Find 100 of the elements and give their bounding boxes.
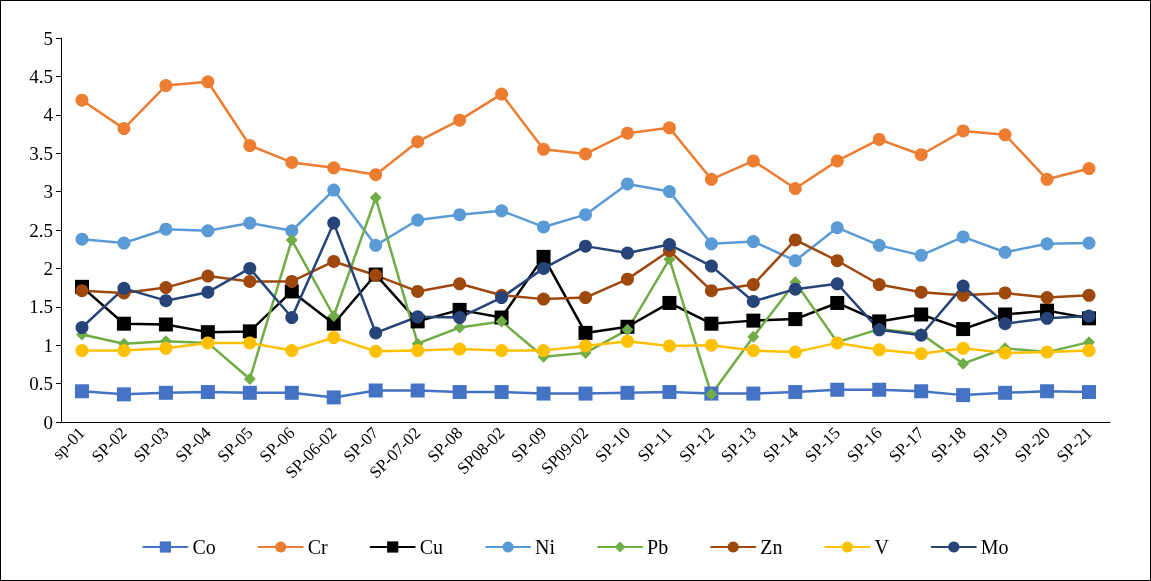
point [537, 142, 551, 156]
point [327, 216, 341, 230]
y-tick-label: 0 [43, 411, 53, 433]
point [998, 128, 1012, 142]
point [956, 322, 971, 337]
point [537, 261, 551, 275]
point [537, 220, 551, 234]
point [285, 233, 298, 246]
point [1040, 291, 1054, 305]
point [579, 339, 592, 353]
point [998, 317, 1012, 331]
point [914, 248, 928, 262]
point [453, 208, 467, 222]
point [242, 324, 257, 339]
point [411, 135, 425, 149]
point [411, 284, 425, 298]
point [495, 315, 508, 328]
point [956, 388, 971, 403]
point [1040, 384, 1055, 399]
point [159, 281, 173, 295]
point [537, 344, 551, 358]
point [1082, 236, 1096, 250]
point [872, 343, 886, 357]
point [914, 307, 929, 322]
point [201, 224, 215, 238]
point [620, 334, 634, 348]
point [159, 222, 173, 236]
point [453, 342, 467, 356]
y-tick-label: 3 [43, 181, 53, 203]
y-tick-label: 0.5 [29, 373, 53, 395]
point [453, 311, 467, 325]
point [201, 285, 215, 299]
point [788, 385, 803, 400]
legend-label: V [874, 536, 890, 558]
y-tick-label: 1.5 [29, 296, 53, 318]
point [369, 344, 383, 358]
point [704, 284, 718, 298]
point [116, 316, 131, 331]
point [243, 274, 257, 288]
point [704, 237, 718, 251]
point [284, 385, 299, 400]
point [158, 385, 173, 400]
point [159, 341, 173, 355]
point [75, 232, 89, 246]
point [620, 272, 634, 286]
point [242, 385, 257, 400]
point [788, 282, 802, 296]
point [453, 277, 467, 291]
point [662, 385, 677, 400]
point [914, 347, 928, 361]
point [998, 385, 1013, 400]
point [243, 372, 256, 385]
point [579, 239, 592, 253]
point [1082, 288, 1096, 302]
point [537, 292, 551, 306]
point [662, 121, 676, 135]
point [75, 321, 89, 335]
point [285, 344, 299, 358]
point [914, 384, 929, 399]
point [369, 326, 383, 340]
point [620, 246, 634, 260]
point [704, 338, 718, 352]
point [201, 75, 215, 89]
point [788, 254, 802, 268]
point [285, 274, 299, 288]
point [411, 344, 425, 358]
point [914, 148, 928, 162]
point [495, 204, 509, 218]
point [788, 233, 802, 247]
point [579, 147, 592, 161]
point [1082, 385, 1097, 400]
point [830, 221, 844, 235]
point [704, 259, 718, 273]
legend-label: Zn [760, 536, 783, 558]
point [578, 386, 593, 401]
point [830, 277, 844, 291]
point [746, 235, 760, 249]
y-tick-label: 4 [43, 104, 54, 126]
point [117, 236, 131, 250]
point [830, 254, 844, 268]
point [285, 311, 299, 325]
point [116, 387, 131, 402]
point [746, 294, 760, 308]
point [200, 385, 215, 400]
point [746, 313, 761, 328]
point [956, 341, 970, 355]
point [747, 330, 760, 343]
y-tick-label: 3.5 [29, 142, 53, 164]
y-tick-label: 2 [43, 257, 53, 279]
point [411, 213, 425, 227]
point [872, 238, 886, 252]
point [579, 208, 592, 222]
point [452, 385, 467, 400]
point [326, 390, 341, 405]
point [327, 254, 341, 268]
point [243, 216, 257, 230]
point [830, 295, 845, 310]
legend-label: Cu [419, 536, 444, 558]
point [285, 155, 299, 169]
point [75, 344, 89, 358]
